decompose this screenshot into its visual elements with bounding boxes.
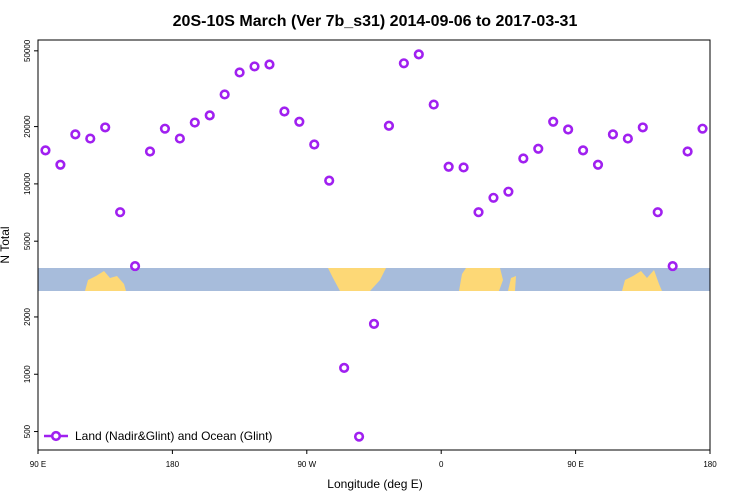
x-tick-label: 90 E <box>567 460 583 469</box>
point <box>473 207 484 218</box>
point <box>309 139 320 150</box>
point <box>174 133 185 144</box>
point <box>548 116 559 127</box>
point <box>353 431 365 442</box>
point <box>279 106 290 117</box>
point <box>458 162 469 173</box>
x-tick-label: 90 E <box>30 460 46 469</box>
point <box>577 145 589 156</box>
point <box>697 123 708 134</box>
point <box>204 110 215 121</box>
point <box>563 124 574 135</box>
point <box>488 192 499 203</box>
point <box>383 120 395 131</box>
point <box>682 146 693 157</box>
plot-frame <box>37 39 711 451</box>
point <box>652 207 663 218</box>
point <box>443 161 454 172</box>
point <box>55 159 66 170</box>
legend-label: Land (Nadir&Glint) and Ocean (Glint) <box>75 429 272 443</box>
point <box>70 129 81 140</box>
point <box>398 58 409 69</box>
y-tick-label: 5000 <box>23 232 32 250</box>
point <box>159 123 171 134</box>
point <box>503 186 514 197</box>
y-tick-label: 20000 <box>23 115 32 138</box>
point <box>219 89 230 100</box>
y-tick-label: 50000 <box>23 39 32 62</box>
point <box>40 145 51 156</box>
x-axis-label: Longitude (deg E) <box>327 477 422 491</box>
point <box>607 129 619 140</box>
legend-marker <box>50 430 62 442</box>
point <box>518 153 529 164</box>
point <box>144 146 156 157</box>
point <box>115 207 126 218</box>
point <box>264 59 275 70</box>
y-tick-label: 1000 <box>23 365 32 383</box>
land-ocean-band <box>38 268 710 291</box>
point <box>294 116 305 127</box>
point <box>85 133 96 144</box>
point <box>368 318 380 329</box>
point <box>428 99 439 110</box>
point <box>413 49 424 60</box>
y-tick-label: 2000 <box>23 307 32 325</box>
x-tick-label: 90 W <box>297 460 316 469</box>
point <box>637 122 648 133</box>
point <box>592 159 604 170</box>
point <box>100 122 111 133</box>
y-tick-label: 500 <box>23 424 32 438</box>
point <box>622 133 633 144</box>
y-tick-label: 10000 <box>23 172 32 195</box>
chart-title: 20S-10S March (Ver 7b_s31) 2014-09-06 to… <box>173 13 578 30</box>
point <box>129 260 141 272</box>
point <box>667 260 678 272</box>
point <box>324 175 335 186</box>
point <box>533 143 544 154</box>
x-tick-label: 180 <box>703 460 717 469</box>
point <box>249 61 260 72</box>
point <box>234 67 245 78</box>
point <box>189 117 200 128</box>
x-tick-label: 180 <box>166 460 180 469</box>
point <box>339 362 350 373</box>
x-tick-label: 0 <box>439 460 444 469</box>
y-axis-label: N Total <box>0 226 12 263</box>
